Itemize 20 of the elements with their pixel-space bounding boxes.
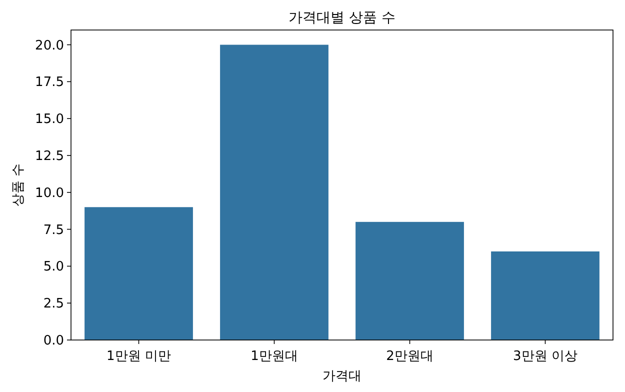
y-tick-label: 5.0 — [43, 260, 64, 275]
x-axis-title: 가격대 — [322, 369, 362, 384]
bar — [356, 222, 464, 340]
bar — [491, 251, 600, 340]
y-tick-label: 15.0 — [35, 112, 64, 128]
y-axis-title: 상품 수 — [11, 163, 26, 207]
y-tick-label: 0.0 — [43, 334, 64, 348]
x-tick-label: 1만원 미만 — [106, 349, 171, 364]
chart-title: 가격대별 상품 수 — [288, 10, 396, 26]
y-tick-label: 7.5 — [43, 222, 64, 238]
x-tick-label: 1만원대 — [250, 349, 298, 364]
x-tick-label: 3만원 이상 — [513, 349, 578, 364]
y-tick-label: 10.0 — [35, 186, 64, 201]
y-tick-label: 12.5 — [35, 148, 64, 164]
y-tick-label: 2.5 — [43, 296, 64, 312]
y-tick-label: 20.0 — [35, 38, 64, 54]
bar — [84, 207, 193, 340]
bar — [220, 44, 328, 340]
x-tick-label: 2만원대 — [386, 349, 434, 364]
y-tick-label: 17.5 — [35, 75, 64, 90]
